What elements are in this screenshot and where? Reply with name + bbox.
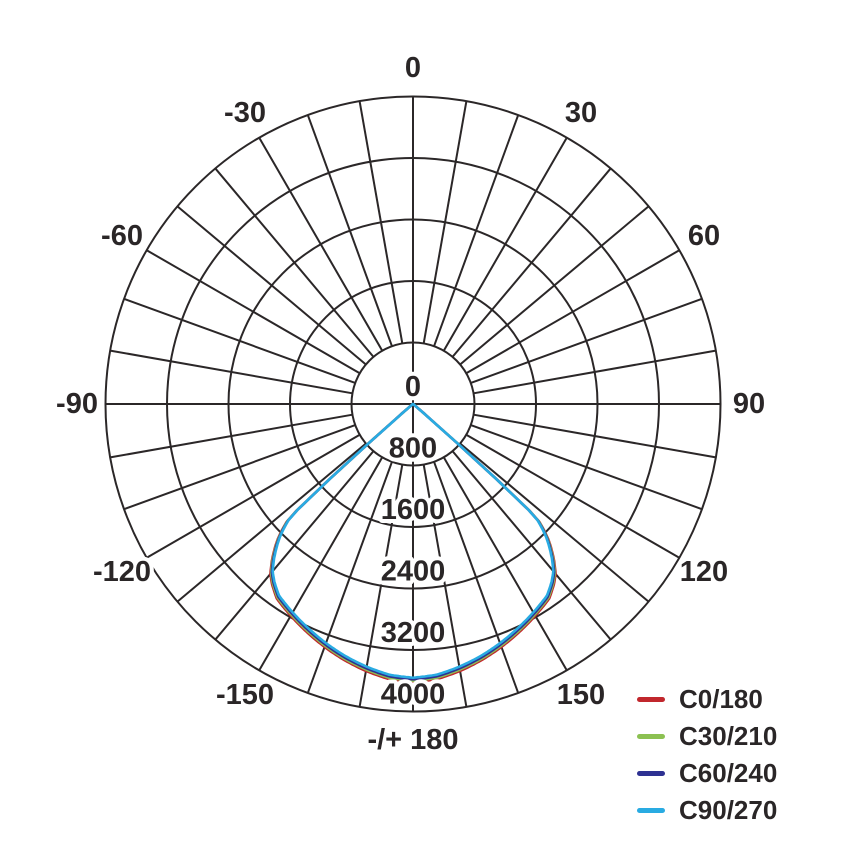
angle-label--90: -90	[56, 388, 98, 420]
grid-spoke	[451, 167, 612, 358]
grid-spoke	[109, 413, 353, 459]
grid-spoke	[214, 450, 375, 641]
grid-spoke	[451, 450, 612, 641]
angle-labels: -/+ 180 150 120 90 60 30 0 -30 -60 -90 -120 -150	[52, 48, 769, 760]
legend-label-c90-270: C90/270	[679, 795, 778, 825]
angle-label-180: -/+ 180	[367, 724, 458, 756]
grid-spoke	[358, 100, 404, 344]
angle-label-90: 90	[733, 388, 765, 420]
legend-label-c0-180: C0/180	[679, 684, 763, 714]
legend-item-c90-270: C90/270	[637, 797, 777, 824]
grid-spoke	[306, 461, 393, 694]
grid-spoke	[123, 297, 356, 384]
grid-spoke	[109, 349, 353, 395]
grid-spoke	[465, 433, 680, 559]
legend-item-c60-240: C60/240	[637, 760, 777, 787]
grid-spoke	[442, 137, 568, 352]
legend: C0/180 C30/210 C60/240 C90/270	[637, 686, 777, 824]
legend-swatch-c30-210-icon	[637, 734, 665, 739]
grid-spoke	[433, 461, 520, 694]
legend-label-c30-210: C30/210	[679, 721, 778, 751]
angle-label-60: 60	[688, 220, 720, 252]
grid-spoke	[176, 205, 367, 366]
radial-tick-label: 0	[405, 371, 421, 403]
polar-grid-spokes	[105, 96, 721, 712]
angle-label-150: 150	[557, 679, 605, 711]
angle-label--60: -60	[101, 220, 143, 252]
angle-label--30: -30	[224, 97, 266, 129]
grid-spoke	[306, 114, 393, 347]
grid-spoke	[433, 114, 520, 347]
grid-spoke	[146, 433, 361, 559]
intensity-curves	[269, 402, 557, 684]
grid-spoke	[473, 349, 717, 395]
grid-spoke	[470, 424, 703, 511]
grid-spoke	[459, 442, 650, 603]
angle-label--150: -150	[216, 679, 274, 711]
grid-spoke	[465, 249, 680, 375]
angle-label-0: 0	[405, 52, 421, 84]
grid-spoke	[473, 413, 717, 459]
legend-item-c0-180: C0/180	[637, 686, 777, 713]
grid-spoke	[176, 442, 367, 603]
grid-spoke	[442, 456, 568, 671]
radial-tick-label: 800	[389, 433, 437, 465]
grid-spoke	[422, 100, 468, 344]
radial-tick-label: 4000	[381, 679, 446, 711]
radial-tick-labels: 0 800 1600 2400 3200 4000	[377, 367, 450, 715]
radial-tick-label: 3200	[381, 617, 446, 649]
legend-label-c60-240: C60/240	[679, 758, 778, 788]
legend-item-c30-210: C30/210	[637, 723, 777, 750]
curve-c90-270	[271, 402, 555, 679]
grid-spoke	[123, 424, 356, 511]
radial-tick-label: 2400	[381, 556, 446, 588]
angle-label-30: 30	[565, 97, 597, 129]
legend-swatch-c60-240-icon	[637, 771, 665, 776]
grid-spoke	[470, 297, 703, 384]
grid-spoke	[459, 205, 650, 366]
grid-spoke	[258, 456, 384, 671]
legend-swatch-c90-270-icon	[637, 808, 665, 813]
grid-spoke	[258, 137, 384, 352]
grid-spoke	[146, 249, 361, 375]
grid-spoke	[214, 167, 375, 358]
radial-tick-label: 1600	[381, 494, 446, 526]
angle-label--120: -120	[93, 556, 151, 588]
legend-swatch-c0-180-icon	[637, 697, 665, 702]
angle-label-120: 120	[680, 556, 728, 588]
